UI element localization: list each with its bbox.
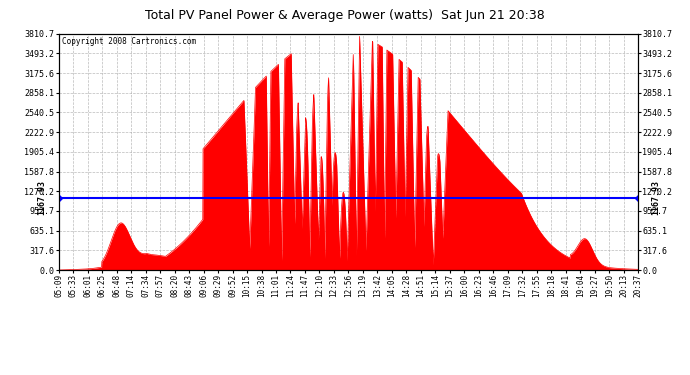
Text: Copyright 2008 Cartronics.com: Copyright 2008 Cartronics.com	[61, 37, 196, 46]
Text: 1167.93: 1167.93	[651, 180, 660, 215]
Text: Total PV Panel Power & Average Power (watts)  Sat Jun 21 20:38: Total PV Panel Power & Average Power (wa…	[145, 9, 545, 22]
Text: 1167.93: 1167.93	[37, 180, 46, 215]
